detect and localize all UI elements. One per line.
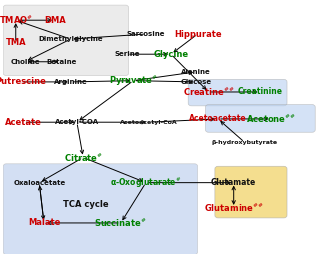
FancyBboxPatch shape [188,79,287,106]
Text: TMA: TMA [5,38,26,47]
Text: Glutamate: Glutamate [211,178,256,187]
Text: Acetone$^{\#\#}$: Acetone$^{\#\#}$ [246,113,296,125]
Text: TMAO$^{\#}$: TMAO$^{\#}$ [0,14,33,26]
Text: Malate: Malate [28,218,60,227]
Text: Succinate$^{\#}$: Succinate$^{\#}$ [94,217,147,229]
Text: α-Oxoglutarate$^{\#}$: α-Oxoglutarate$^{\#}$ [110,176,181,190]
Text: Sarcosine: Sarcosine [127,31,165,37]
Text: Acetoacetate: Acetoacetate [189,114,247,123]
FancyBboxPatch shape [205,105,315,132]
Text: Glycine: Glycine [153,50,188,59]
Text: Glucose: Glucose [180,79,212,85]
Text: Citrate$^{\#}$: Citrate$^{\#}$ [64,151,103,164]
Text: Arginine: Arginine [54,79,87,85]
Text: Creatinine: Creatinine [238,87,283,96]
Text: Serine: Serine [114,51,140,57]
Text: Glutamine$^{\#\#}$: Glutamine$^{\#\#}$ [204,202,264,214]
Text: Choline: Choline [10,59,40,65]
Text: Creatine$^{\#\#}$: Creatine$^{\#\#}$ [183,86,235,98]
Text: Oxaloacetate: Oxaloacetate [13,180,65,186]
Text: Dimethylglycine: Dimethylglycine [38,36,103,42]
Text: Acetyl-COA: Acetyl-COA [55,119,99,125]
Text: Acetate: Acetate [5,118,42,127]
Text: Betaine: Betaine [46,59,76,65]
FancyBboxPatch shape [3,5,129,76]
Text: Putrescine: Putrescine [0,77,46,86]
Text: Hippurate: Hippurate [174,30,221,39]
FancyBboxPatch shape [215,166,287,218]
Text: β-hydroxybutyrate: β-hydroxybutyrate [212,140,278,145]
Text: Acetoacetyl-CoA: Acetoacetyl-CoA [120,120,178,125]
Text: DMA: DMA [44,16,66,25]
Text: Alanine: Alanine [181,69,211,75]
Text: Pyruvate$^{\#}$: Pyruvate$^{\#}$ [109,74,158,88]
Text: TCA cycle: TCA cycle [63,199,109,209]
FancyBboxPatch shape [3,164,198,254]
